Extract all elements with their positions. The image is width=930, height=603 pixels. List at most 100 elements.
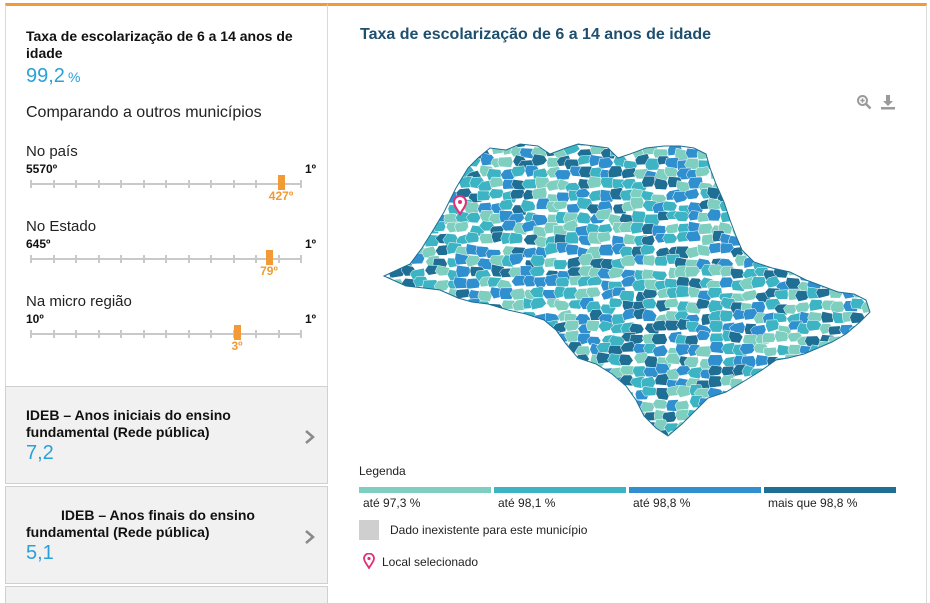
municipality-cell[interactable]	[862, 291, 876, 304]
municipality-cell[interactable]	[435, 176, 451, 188]
municipality-cell[interactable]	[519, 410, 536, 421]
municipality-cell[interactable]	[708, 158, 725, 171]
municipality-cell[interactable]	[740, 289, 758, 302]
municipality-cell[interactable]	[783, 255, 798, 268]
municipality-cell[interactable]	[728, 321, 746, 334]
municipality-cell[interactable]	[719, 137, 735, 149]
municipality-cell[interactable]	[810, 410, 826, 424]
municipality-cell[interactable]	[675, 385, 693, 398]
municipality-cell[interactable]	[562, 219, 579, 232]
municipality-cell[interactable]	[708, 136, 725, 146]
municipality-cell[interactable]	[838, 333, 855, 346]
municipality-cell[interactable]	[830, 352, 845, 365]
municipality-cell[interactable]	[862, 408, 876, 421]
municipality-cell[interactable]	[841, 223, 858, 236]
selected-location-pin[interactable]	[452, 195, 468, 216]
municipality-cell[interactable]	[576, 377, 591, 390]
municipality-cell[interactable]	[487, 344, 502, 357]
municipality-cell[interactable]	[861, 364, 876, 377]
municipality-cell[interactable]	[788, 159, 804, 170]
municipality-cell[interactable]	[468, 322, 486, 334]
municipality-cell[interactable]	[731, 170, 748, 182]
municipality-cell[interactable]	[796, 144, 812, 157]
municipality-cell[interactable]	[707, 142, 723, 156]
municipality-cell[interactable]	[727, 204, 745, 215]
municipality-cell[interactable]	[380, 164, 395, 177]
municipality-cell[interactable]	[543, 390, 558, 403]
municipality-cell[interactable]	[389, 253, 406, 266]
municipality-cell[interactable]	[424, 138, 441, 150]
municipality-cell[interactable]	[398, 222, 414, 235]
municipality-cell[interactable]	[520, 423, 537, 435]
municipality-cell[interactable]	[651, 270, 668, 281]
municipality-cell[interactable]	[619, 365, 636, 376]
municipality-cell[interactable]	[387, 375, 403, 388]
municipality-cell[interactable]	[446, 407, 465, 421]
municipality-cell[interactable]	[840, 188, 857, 202]
municipality-cell[interactable]	[695, 298, 711, 310]
municipality-cell[interactable]	[490, 389, 506, 403]
municipality-cell[interactable]	[762, 400, 777, 412]
municipality-cell[interactable]	[687, 133, 703, 145]
municipality-cell[interactable]	[797, 432, 813, 442]
municipality-cell[interactable]	[751, 430, 767, 442]
municipality-cell[interactable]	[392, 208, 406, 220]
municipality-cell[interactable]	[456, 399, 473, 411]
municipality-cell[interactable]	[490, 309, 506, 322]
municipality-cell[interactable]	[381, 389, 396, 401]
municipality-cell[interactable]	[380, 156, 393, 169]
municipality-cell[interactable]	[773, 289, 789, 300]
municipality-cell[interactable]	[861, 276, 876, 288]
municipality-cell[interactable]	[749, 368, 767, 380]
municipality-cell[interactable]	[431, 146, 448, 160]
municipality-cell[interactable]	[498, 198, 514, 211]
municipality-cell[interactable]	[551, 364, 569, 377]
municipality-cell[interactable]	[388, 158, 405, 170]
municipality-cell[interactable]	[522, 400, 539, 414]
municipality-cell[interactable]	[388, 432, 405, 442]
municipality-cell[interactable]	[380, 255, 395, 268]
municipality-cell[interactable]	[871, 269, 876, 280]
municipality-cell[interactable]	[510, 319, 528, 331]
municipality-cell[interactable]	[798, 135, 812, 144]
municipality-cell[interactable]	[401, 379, 416, 392]
municipality-cell[interactable]	[467, 424, 483, 436]
municipality-cell[interactable]	[818, 177, 836, 188]
municipality-cell[interactable]	[874, 246, 876, 257]
municipality-cell[interactable]	[425, 410, 441, 423]
municipality-cell[interactable]	[873, 418, 876, 431]
municipality-cell[interactable]	[530, 344, 546, 357]
municipality-cell[interactable]	[709, 411, 724, 424]
municipality-cell[interactable]	[856, 132, 869, 144]
municipality-cell[interactable]	[613, 434, 629, 442]
municipality-cell[interactable]	[433, 377, 449, 389]
municipality-cell[interactable]	[850, 165, 866, 178]
municipality-cell[interactable]	[753, 200, 771, 212]
municipality-cell[interactable]	[566, 363, 583, 376]
municipality-cell[interactable]	[610, 144, 626, 157]
municipality-cell[interactable]	[635, 422, 650, 436]
municipality-cell[interactable]	[446, 385, 461, 398]
municipality-cell[interactable]	[623, 134, 638, 148]
municipality-cell[interactable]	[786, 365, 801, 377]
municipality-cell[interactable]	[556, 342, 572, 355]
municipality-cell[interactable]	[839, 267, 857, 280]
municipality-cell[interactable]	[871, 255, 876, 266]
municipality-cell[interactable]	[664, 222, 680, 235]
municipality-cell[interactable]	[642, 297, 657, 310]
municipality-cell[interactable]	[470, 330, 486, 343]
municipality-cell[interactable]	[553, 259, 568, 270]
municipality-cell[interactable]	[875, 324, 876, 333]
municipality-cell[interactable]	[784, 190, 800, 204]
municipality-cell[interactable]	[784, 407, 801, 420]
municipality-cell[interactable]	[423, 188, 439, 200]
municipality-cell[interactable]	[479, 331, 496, 343]
municipality-cell[interactable]	[465, 255, 482, 268]
municipality-cell[interactable]	[810, 187, 826, 200]
municipality-cell[interactable]	[652, 344, 669, 358]
municipality-cell[interactable]	[402, 208, 418, 222]
municipality-cell[interactable]	[621, 307, 638, 321]
municipality-cell[interactable]	[441, 136, 459, 149]
municipality-cell[interactable]	[485, 410, 502, 424]
municipality-cell[interactable]	[828, 398, 843, 412]
